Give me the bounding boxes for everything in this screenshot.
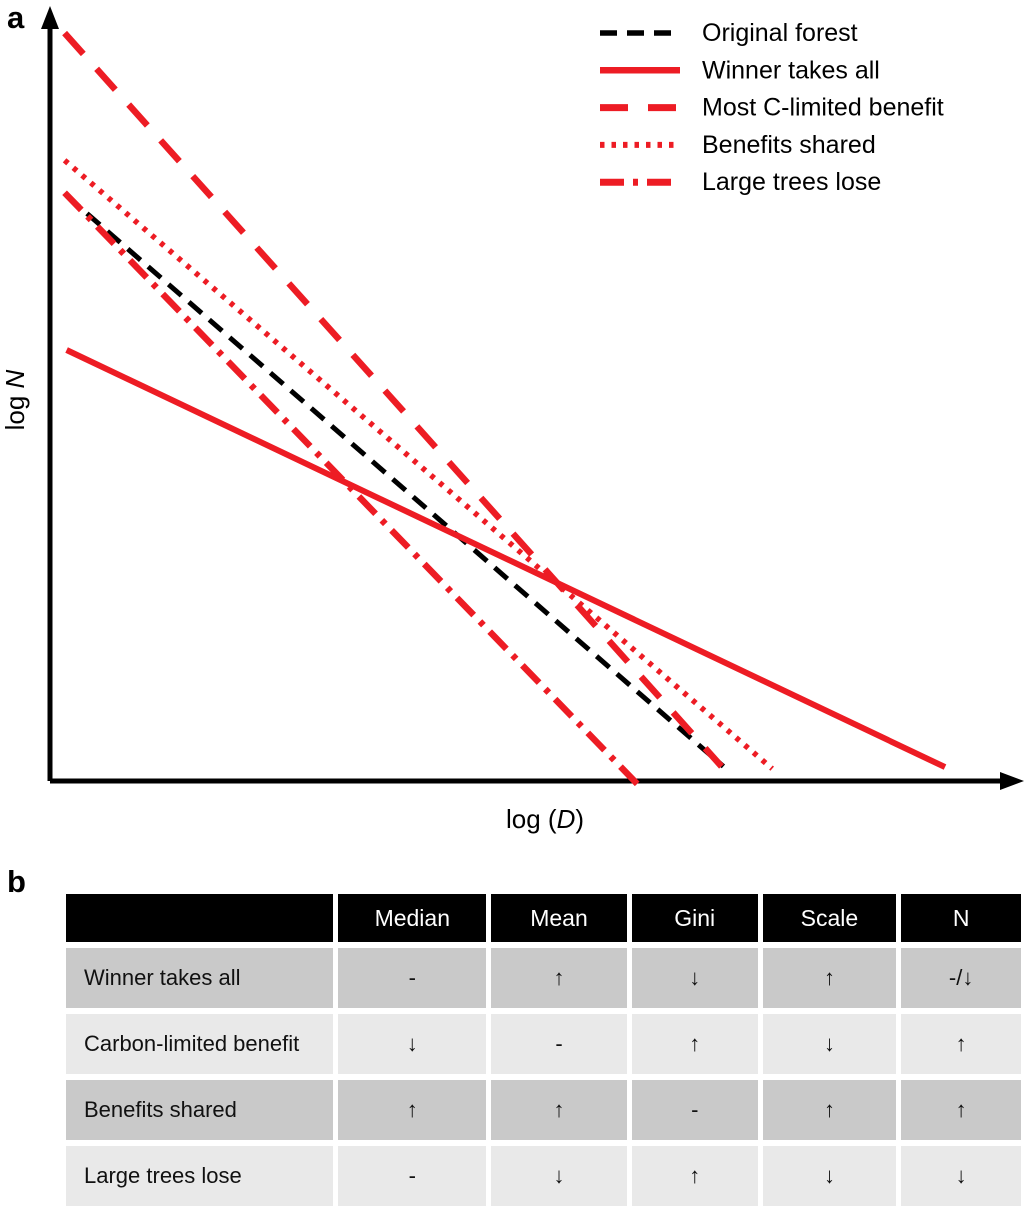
x-axis-arrowhead-icon [1000, 772, 1024, 790]
y-axis-label: log N [0, 369, 30, 430]
table-row-label: Carbon-limited benefit [66, 1014, 334, 1074]
series-line-large-trees-lose [62, 190, 646, 793]
chart-legend: Original forest Winner takes all Most C-li… [600, 19, 944, 196]
table-header-cell: Mean [491, 894, 627, 942]
table-header-cell: Gini [631, 894, 758, 942]
table-cell: - [338, 948, 487, 1008]
table-cell: - [338, 1146, 487, 1206]
table-header-cell: Scale [762, 894, 897, 942]
series-line-winner-takes-all [65, 347, 947, 770]
table-header-cell: N [901, 894, 1021, 942]
table-row-label: Large trees lose [66, 1146, 334, 1206]
scenario-effects-table: Median Mean Gini Scale N Winner takes all - ↑ ↓… [61, 888, 1026, 1212]
table-header-cell [66, 894, 334, 942]
table-cell: ↓ [762, 1146, 897, 1206]
legend-label: Winner takes all [702, 56, 880, 84]
table-cell: ↑ [762, 948, 897, 1008]
series-line-original-forest [64, 193, 726, 769]
table-row: Benefits shared ↑ ↑ - ↑ ↑ [66, 1080, 1021, 1140]
series-line-benefits-shared [62, 158, 774, 771]
table-cell: ↓ [901, 1146, 1021, 1206]
legend-label: Original forest [702, 19, 858, 47]
size-distribution-chart: Original forest Winner takes all Most C-li… [0, 6, 1024, 834]
table-cell: ↓ [338, 1014, 487, 1074]
y-axis-arrowhead-icon [41, 6, 59, 29]
table-row-label: Benefits shared [66, 1080, 334, 1140]
table-cell: ↑ [901, 1080, 1021, 1140]
table-cell: ↓ [631, 948, 758, 1008]
table-cell: ↑ [762, 1080, 897, 1140]
table-row: Large trees lose - ↓ ↑ ↓ ↓ [66, 1146, 1021, 1206]
table-header-row: Median Mean Gini Scale N [66, 894, 1021, 942]
legend-label: Most C-limited benefit [702, 94, 944, 122]
table-row: Winner takes all - ↑ ↓ ↑ -/↓ [66, 948, 1021, 1008]
series-layer [62, 30, 947, 793]
table-cell: -/↓ [901, 948, 1021, 1008]
table-cell: ↓ [762, 1014, 897, 1074]
table-row: Carbon-limited benefit ↓ - ↑ ↓ ↑ [66, 1014, 1021, 1074]
table-cell: ↑ [338, 1080, 487, 1140]
table-cell: ↑ [491, 1080, 627, 1140]
x-axis-label: log (D) [506, 804, 584, 834]
table-cell: ↓ [491, 1146, 627, 1206]
series-line-most-c-limited-benefit [62, 30, 724, 769]
table-row-label: Winner takes all [66, 948, 334, 1008]
table-cell: - [631, 1080, 758, 1140]
legend-label: Large trees lose [702, 168, 881, 196]
table-cell: ↑ [631, 1146, 758, 1206]
table-cell: ↑ [901, 1014, 1021, 1074]
table-cell: - [491, 1014, 627, 1074]
legend-label: Benefits shared [702, 131, 876, 159]
panel-b-label: b [7, 864, 26, 899]
table-cell: ↑ [491, 948, 627, 1008]
table-cell: ↑ [631, 1014, 758, 1074]
table-header-cell: Median [338, 894, 487, 942]
panel-a-label: a [7, 0, 25, 35]
